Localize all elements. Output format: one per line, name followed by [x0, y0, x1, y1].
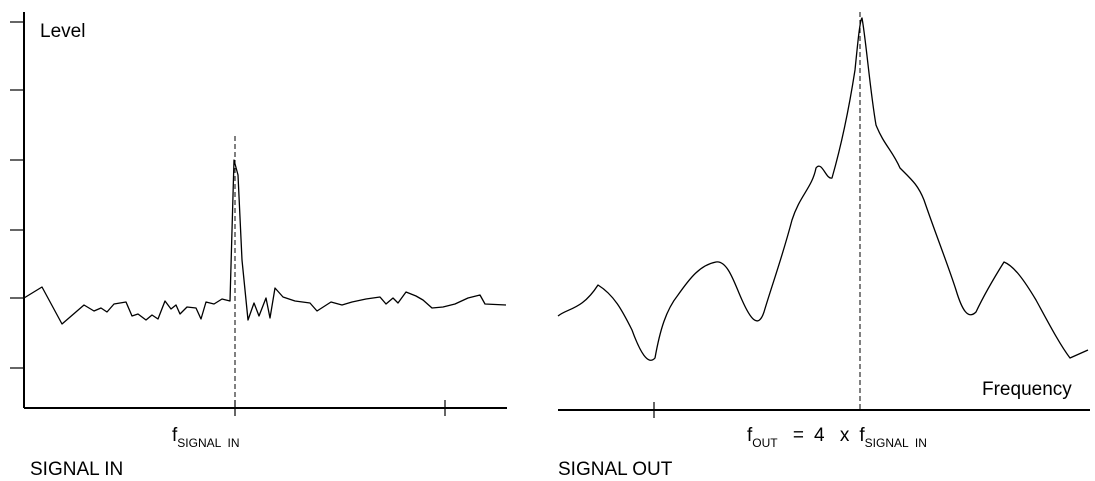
left-y-ticks — [10, 21, 24, 369]
x-axis-label: Frequency — [982, 379, 1072, 400]
signal-in-marker-label: fSIGNAL IN — [172, 425, 240, 449]
signal-out-marker-label: fOUT = 4 x fSIGNAL IN — [747, 425, 927, 449]
equals-sign: = — [792, 425, 805, 446]
signal-out-trace — [557, 17, 1089, 361]
times-sign: x — [839, 425, 850, 446]
multiplier-value: 4 — [814, 425, 825, 446]
fout-base: f — [747, 425, 753, 446]
fin-base: f — [859, 425, 865, 446]
signal-in-caption: SIGNAL IN — [30, 459, 124, 480]
signal-in-marker-subscript: SIGNAL IN — [177, 436, 240, 450]
y-axis-label: Level — [40, 21, 86, 42]
fin-subscript: SIGNAL IN — [864, 436, 927, 450]
signal-out-caption: SIGNAL OUT — [558, 459, 673, 480]
fout-subscript: OUT — [752, 436, 778, 450]
signal-in-trace — [23, 159, 507, 325]
signal-in-marker-base: f — [172, 425, 178, 446]
